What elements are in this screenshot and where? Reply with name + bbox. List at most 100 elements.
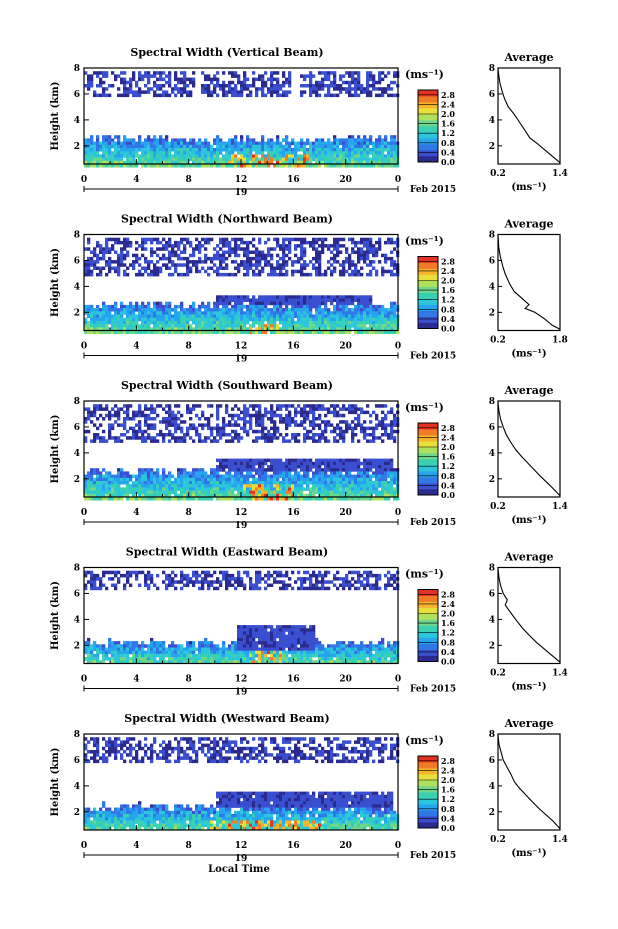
heatmap-cell [261,74,265,78]
heatmap-cell [369,90,373,94]
heatmap-cell [336,423,340,427]
heatmap-cell [195,324,199,328]
heatmap-cell [111,324,115,328]
heatmap-cell [162,253,166,258]
heatmap-cell [258,240,262,245]
heatmap-cell [348,465,352,469]
heatmap-cell [348,148,352,152]
heatmap-cell [108,490,112,495]
heatmap-cell [141,487,145,491]
heatmap-cell [318,301,322,306]
heatmap-cell [279,160,283,165]
heatmap-cell [93,164,97,168]
heatmap-cell [363,295,367,299]
heatmap-cell [120,474,124,479]
heatmap-cell [258,324,262,328]
heatmap-cell [225,144,229,149]
heatmap-cell [225,404,229,408]
heatmap-cell [363,471,367,475]
heatmap-cell [156,314,160,318]
heatmap-cell [93,436,97,440]
heatmap-cell [264,308,268,312]
heatmap-cell [135,151,139,155]
heatmap-cell [300,157,304,162]
heatmap-cell [180,314,184,318]
heatmap-cell [240,458,244,463]
heatmap-cell [126,320,130,325]
heatmap-cell [372,320,376,325]
heatmap-cell [366,263,370,267]
heatmap-cell [312,461,316,466]
heatmap-cell [252,481,256,485]
heatmap-cell [345,260,349,264]
heatmap-cell [108,93,112,98]
heatmap-cell [327,74,331,78]
heatmap-cell [255,413,259,418]
heatmap-cell [129,317,133,322]
heatmap-cell [345,474,349,479]
heatmap-cell [291,461,295,466]
heatmap-cell [363,426,367,431]
heatmap-cell [288,481,292,485]
heatmap-cell [225,317,229,322]
heatmap-cell [207,256,211,261]
heatmap-cell [201,87,205,91]
heatmap-cell [285,320,289,325]
heatmap-cell [192,144,196,149]
heatmap-cell [201,148,205,152]
heatmap-cell [309,157,313,162]
heatmap-cell [153,311,157,315]
heatmap-cell [231,237,235,242]
heatmap-cell [255,90,259,94]
heatmap-cell [156,481,160,485]
heatmap-cell [186,151,190,155]
heatmap-cell [342,157,346,162]
heatmap-cell [216,474,220,479]
heatmap-cell [96,417,100,421]
heatmap-cell [381,71,385,75]
heatmap-cell [291,320,295,325]
heatmap-cell [258,410,262,415]
heatmap-cell [96,433,100,437]
heatmap-cell [279,487,283,491]
heatmap-cell [336,490,340,495]
heatmap-cell [162,314,166,318]
heatmap-cell [345,148,349,152]
heatmap-cell [165,420,169,424]
heatmap-cell [201,484,205,488]
heatmap-cell [294,493,298,498]
heatmap-cell [258,477,262,482]
heatmap-cell [141,144,145,149]
heatmap-cell [102,74,106,78]
heatmap-cell [351,301,355,306]
heatmap-cell [216,154,220,158]
heatmap-cell [252,477,256,482]
colorbar-swatch [418,156,438,163]
heatmap-cell [300,84,304,88]
heatmap-cell [321,311,325,315]
heatmap-cell [369,311,373,315]
heatmap-cell [159,474,163,479]
heatmap-cell [201,423,205,427]
heatmap-cell [255,487,259,491]
heatmap-cell [141,141,145,146]
heatmap-cell [291,481,295,485]
heatmap-cell [93,253,97,258]
heatmap-cell [177,141,181,146]
heatmap-cell [276,477,280,482]
heatmap-cell [336,461,340,466]
heatmap-cell [129,304,133,309]
heatmap-cell [273,71,277,75]
heatmap-cell [240,151,244,155]
heatmap-cell [243,84,247,88]
heatmap-cell [183,420,187,424]
heatmap-cell [189,474,193,479]
heatmap-cell [285,272,289,277]
heatmap-cell [87,272,91,277]
heatmap-cell [330,151,334,155]
heatmap-cell [390,144,394,149]
heatmap-cell [255,141,259,146]
heatmap-cell [108,423,112,427]
heatmap-cell [108,263,112,267]
heatmap-cell [117,410,121,415]
